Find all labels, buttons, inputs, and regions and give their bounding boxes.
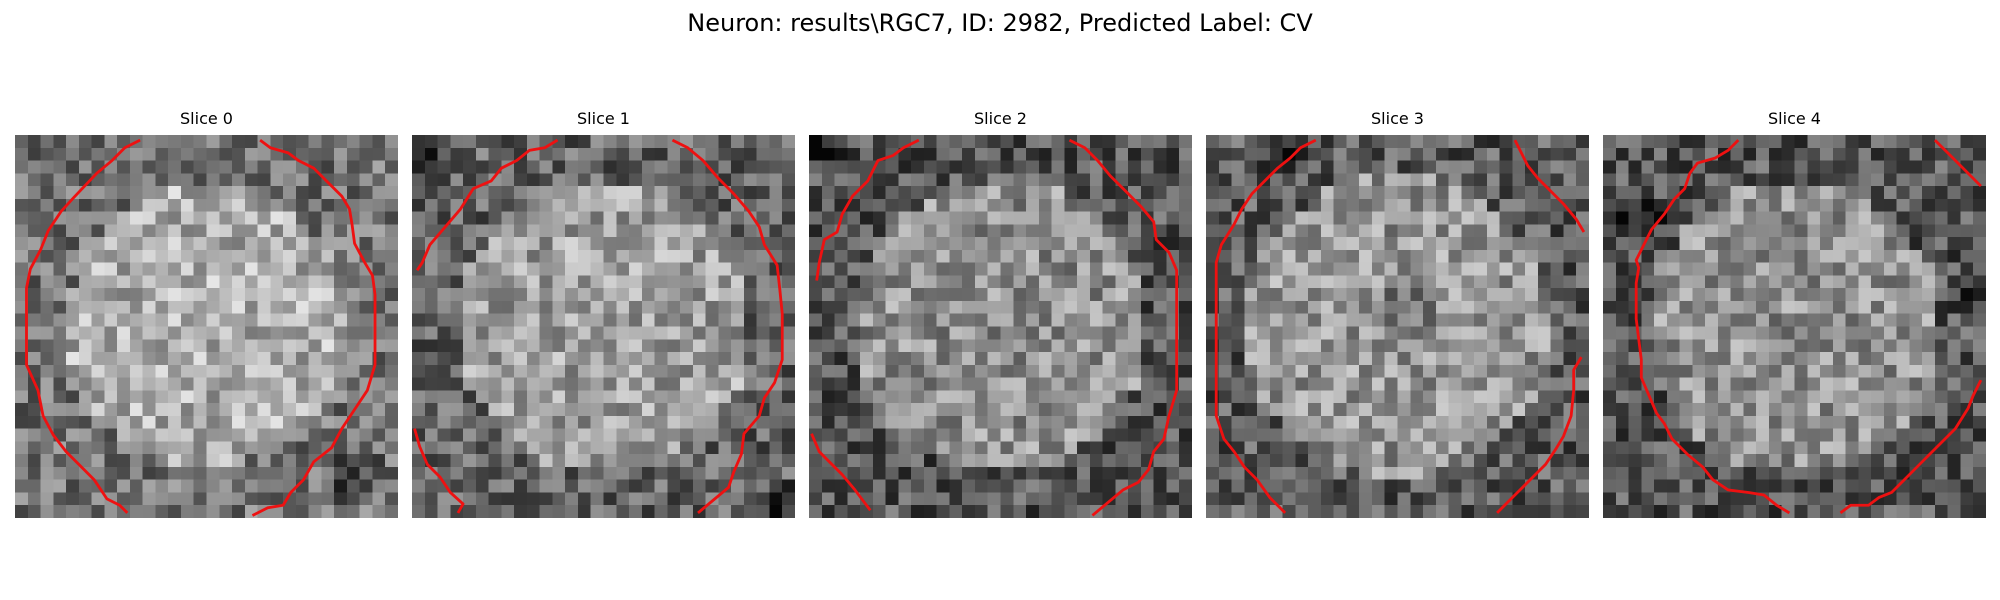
slice-title: Slice 1 xyxy=(577,109,630,128)
contour-line xyxy=(413,428,465,514)
contour-line xyxy=(415,138,559,272)
slice-title: Slice 3 xyxy=(1371,109,1424,128)
slice-image xyxy=(412,135,795,518)
contour-overlay xyxy=(810,138,1179,517)
slice-title: Slice 4 xyxy=(1768,109,1821,128)
slice-panel-0: Slice 0 xyxy=(15,108,398,520)
contour-line xyxy=(1496,356,1583,514)
contour-line xyxy=(1933,139,1982,188)
contour-line xyxy=(1068,138,1179,517)
contour-line xyxy=(815,138,920,281)
slice-panel-4: Slice 4 xyxy=(1603,108,1986,520)
contour-line xyxy=(1513,139,1586,233)
slice-panel-3: Slice 3 xyxy=(1206,108,1589,520)
slice-panel-2: Slice 2 xyxy=(809,108,1192,520)
contour-line xyxy=(1214,138,1317,514)
slice-image xyxy=(15,135,398,518)
contour-line xyxy=(1634,139,1791,515)
figure-title: Neuron: results\RGC7, ID: 2982, Predicte… xyxy=(687,9,1313,37)
contour-line xyxy=(25,138,141,514)
slice-image xyxy=(809,135,1192,518)
contour-line xyxy=(1839,379,1983,515)
contour-overlay xyxy=(25,138,377,517)
contour-line xyxy=(251,138,377,517)
contour-line xyxy=(671,138,784,514)
contour-overlay xyxy=(413,138,784,514)
slice-image xyxy=(1603,135,1986,518)
slice-title: Slice 2 xyxy=(974,109,1027,128)
slice-panel-1: Slice 1 xyxy=(412,108,795,520)
slice-image xyxy=(1206,135,1589,518)
contour-line xyxy=(810,433,872,512)
contour-overlay xyxy=(1634,139,1983,515)
contour-overlay xyxy=(1214,138,1586,514)
slice-title: Slice 0 xyxy=(180,109,233,128)
